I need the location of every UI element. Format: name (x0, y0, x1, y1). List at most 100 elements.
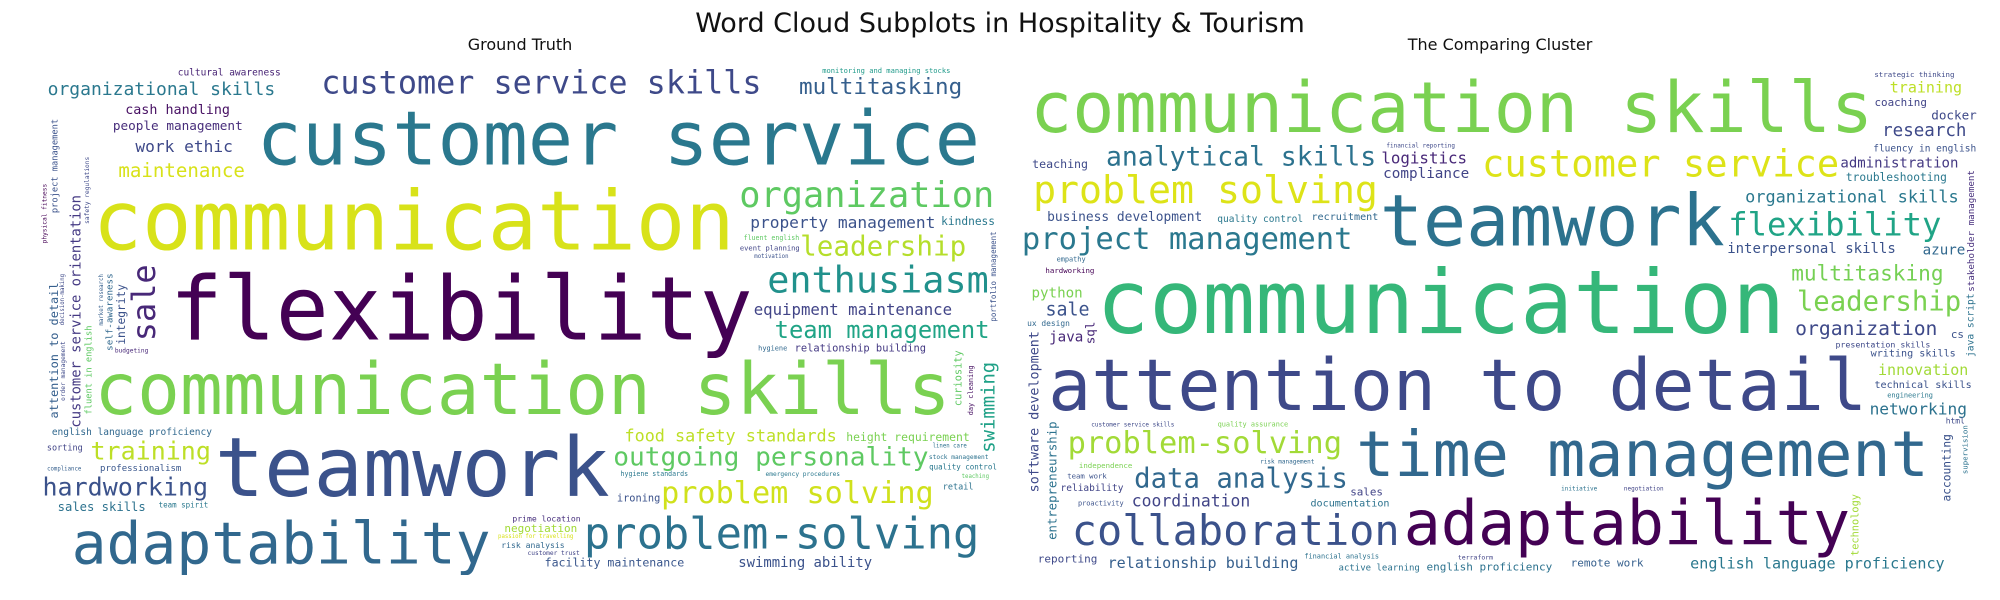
word-compliance: compliance (1383, 166, 1469, 182)
word-organizational-skills: organizational skills (1745, 187, 1959, 207)
word-team-work: team work (1067, 471, 1107, 480)
word-supervision: supervision (1961, 425, 1970, 474)
ground-truth-title: Ground Truth (467, 35, 573, 54)
word-compliance: compliance (47, 467, 82, 473)
word-ironing: ironing (617, 493, 660, 505)
word-budgeting: budgeting (115, 348, 149, 355)
word-terraform: terraform (1458, 554, 1493, 562)
word-sale: sale (1045, 299, 1089, 320)
word-collaboration: collaboration (1072, 506, 1400, 555)
word-hardworking: hardworking (43, 473, 209, 502)
word-teamwork: teamwork (215, 421, 610, 516)
word-english-language-proficiency: english language proficiency (1690, 555, 1944, 573)
word-motivation: motivation (754, 254, 788, 260)
word-portfolio-management: portfolio management (989, 231, 998, 321)
word-customer-service-skills: customer service skills (321, 65, 761, 102)
word-organization: organization (1795, 317, 1937, 340)
word-time-management: time management (1356, 417, 1928, 491)
word-sorting: sorting (47, 443, 83, 453)
word-html: html (1946, 417, 1965, 426)
word-accounting: accounting (1940, 434, 1953, 501)
word-risk-management: risk management (1260, 458, 1315, 465)
word-relationship-building: relationship building (1108, 554, 1299, 572)
comparing-cluster-panel: The Comparing Cluster communication atten… (1020, 35, 1980, 575)
word-java-script: java script (1966, 293, 1977, 357)
word-data-analysis: data analysis (1134, 463, 1348, 494)
word-sale: sale (125, 264, 163, 341)
word-leadership: leadership (1797, 287, 1961, 318)
word-teaching: teaching (1032, 157, 1088, 171)
word-coordination: coordination (1132, 492, 1250, 511)
comparing-cluster-title: The Comparing Cluster (1407, 35, 1593, 54)
word-sql: sql (1082, 322, 1097, 345)
word-stock-management: stock management (929, 454, 989, 461)
word-networking: networking (1870, 399, 1967, 418)
word-fluent-english: fluent english (744, 234, 800, 242)
word-customer-trust: customer trust (528, 550, 580, 557)
word-docker: docker (1931, 107, 1977, 122)
word-day-cleaning: day cleaning (967, 366, 975, 416)
word-monitoring-and-managing-stocks: monitoring and managing stocks (822, 66, 950, 75)
word-customer-service: customer service (257, 95, 980, 183)
word-communication: communication (1096, 251, 1785, 354)
word-coaching: coaching (1874, 96, 1926, 109)
word-organizational-skills: organizational skills (48, 79, 276, 100)
word-reporting: reporting (1038, 553, 1098, 566)
word-teaching: teaching (962, 474, 989, 480)
word-strategic-thinking: strategic thinking (1874, 70, 1954, 79)
word-height-requirement: height requirement (846, 430, 969, 444)
word-kindness: kindness (941, 215, 995, 228)
word-problem-solving: problem solving (661, 476, 934, 511)
word-problem-solving: problem-solving (1068, 426, 1342, 461)
word-customer-service: customer service (1482, 142, 1839, 185)
word-organization: organization (739, 175, 994, 216)
word-financial-analysis: financial analysis (1304, 552, 1379, 560)
word-project-management: project management (50, 119, 60, 213)
word-training: training (1890, 79, 1962, 97)
word-retail: retail (943, 483, 974, 493)
word-market-research: market research (99, 274, 105, 325)
word-risk-analysis: risk analysis (501, 540, 564, 550)
word-hardworking: hardworking (1045, 266, 1094, 275)
word-english-language-proficiency: english language proficiency (52, 427, 212, 438)
word-stakeholder-management: stakeholder management (1966, 170, 1977, 292)
word-customer-service-orientation: customer service orientation (68, 195, 84, 428)
word-flexibility: flexibility (1728, 206, 1941, 244)
word-cultural-awareness: cultural awareness (178, 68, 281, 79)
word-swimming-ability: swimming ability (738, 555, 872, 571)
word-quality-control: quality control (929, 463, 997, 472)
word-teamwork: teamwork (1380, 179, 1725, 262)
word-documentation: documentation (1310, 499, 1389, 510)
word-relationship-building: relationship building (795, 343, 926, 355)
word-java: java (1049, 330, 1083, 346)
word-troubleshooting: troubleshooting (1846, 171, 1947, 184)
word-initiative: initiative (1561, 485, 1598, 492)
word-communication-skills: communication skills (94, 348, 950, 431)
word-proactivity: proactivity (1078, 499, 1124, 507)
word-research: research (1882, 121, 1966, 141)
word-safety-regulations: safety regulations (84, 157, 91, 224)
word-flexibility: flexibility (170, 258, 753, 361)
word-facility-maintenance: facility maintenance (545, 556, 685, 570)
word-financial-reporting: financial reporting (1386, 143, 1455, 150)
word-project-management: project management (1022, 222, 1353, 257)
word-people-management: people management (113, 118, 243, 133)
word-administration: administration (1840, 156, 1958, 172)
word-passion-for-travelling: passion for travelling (498, 534, 573, 540)
word-negotiation: negotiation (504, 522, 577, 535)
word-professionalism: professionalism (100, 464, 181, 474)
word-negotiation: negotiation (1624, 486, 1664, 493)
word-food-safety-standards: food safety standards (625, 426, 837, 446)
word-analytical-skills: analytical skills (1106, 142, 1376, 173)
word-interpersonal-skills: interpersonal skills (1727, 241, 1896, 257)
word-english-proficiency: english proficiency (1426, 560, 1552, 573)
word-recruitment: recruitment (1311, 212, 1378, 223)
word-quality-assurance: quality assurance (1218, 421, 1289, 429)
word-leadership: leadership (800, 229, 966, 262)
word-business-development: business development (1047, 210, 1202, 225)
word-cash-handling: cash handling (125, 103, 230, 118)
word-customer-service-skills: customer service skills (1091, 422, 1174, 429)
word-prime-location: prime location (512, 514, 580, 524)
word-hygiene: hygiene (758, 345, 787, 353)
